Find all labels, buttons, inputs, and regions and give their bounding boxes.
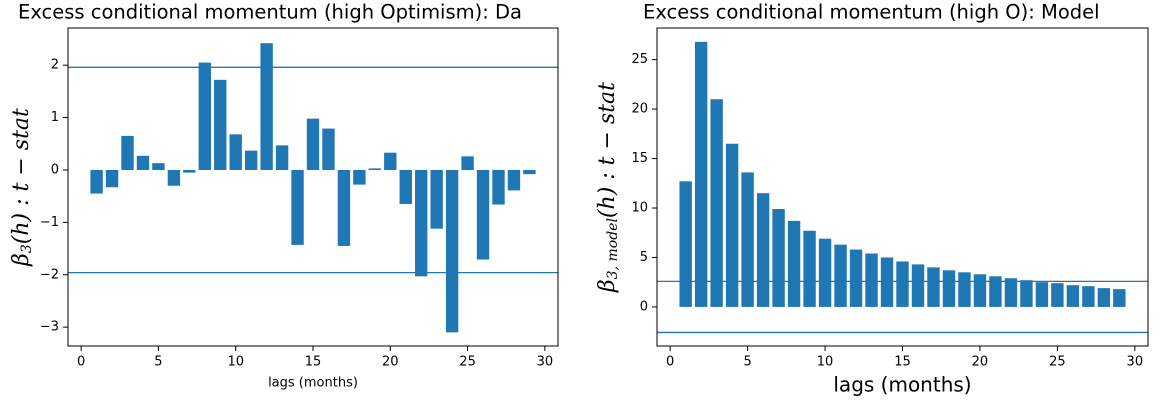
y-label-rest: (h) : t − stat (595, 82, 620, 218)
y-tick-label: 20 (631, 102, 648, 117)
y-tick-label: 25 (631, 52, 648, 67)
x-tick-label: 30 (1127, 355, 1144, 370)
bar (260, 43, 273, 170)
x-tick-label: 15 (305, 355, 322, 370)
bar (306, 118, 320, 170)
bar (896, 261, 909, 307)
x-tick-label: 0 (77, 355, 85, 370)
bar (152, 163, 165, 170)
bar (399, 169, 412, 205)
bar (911, 264, 925, 307)
bar (476, 169, 490, 260)
y-tick-label: 0 (640, 299, 648, 314)
x-tick-label: 25 (1049, 355, 1066, 370)
bar (415, 169, 428, 277)
bar (1082, 286, 1095, 307)
plot-area (657, 41, 1148, 334)
x-tick-label: 10 (227, 355, 244, 370)
bar (198, 62, 211, 170)
x-tick-label: 20 (382, 355, 399, 370)
bar (430, 169, 443, 229)
bar (865, 253, 878, 307)
y-axis-label: β3, model(h) : t − stat (595, 82, 621, 293)
x-tick-label: 5 (743, 355, 751, 370)
bar (942, 270, 956, 307)
bar (679, 181, 692, 307)
chart-title: Excess conditional momentum (high Optimi… (18, 1, 522, 24)
bar (694, 41, 708, 307)
bar (818, 238, 832, 307)
y-tick-label: 10 (631, 201, 648, 216)
bar (384, 152, 397, 170)
bar (445, 169, 459, 333)
chart-title: Excess conditional momentum (high O): Mo… (643, 1, 1100, 24)
bar (1020, 280, 1033, 307)
x-tick-label: 0 (666, 355, 674, 370)
bar (989, 276, 1002, 307)
bar (229, 134, 242, 170)
y-axis-label: β3(h) : t − stat (9, 108, 35, 267)
bar (322, 128, 335, 170)
y-tick-label: 5 (640, 250, 648, 265)
plot-area (68, 43, 558, 333)
bar (1051, 283, 1064, 307)
x-tick-label: 15 (894, 355, 911, 370)
bar (772, 209, 785, 307)
y-tick-label: −1 (40, 215, 59, 230)
x-axis-label: lags (months) (268, 376, 358, 391)
bar (849, 249, 863, 307)
bar (337, 169, 351, 246)
bar (787, 220, 801, 307)
bar (353, 169, 366, 185)
bar (275, 145, 289, 170)
bar (167, 169, 181, 186)
x-tick-label: 5 (154, 355, 162, 370)
bar (803, 230, 816, 307)
y-label-subscript: 3 (19, 244, 35, 253)
bar (523, 169, 536, 175)
bar (880, 257, 894, 307)
bar (1097, 288, 1111, 307)
y-tick-label: 15 (631, 151, 648, 166)
bar (121, 135, 134, 170)
bar (741, 172, 754, 307)
x-tick-label: 10 (817, 355, 834, 370)
x-tick-label: 30 (537, 355, 554, 370)
bar (368, 168, 382, 170)
bar (1113, 289, 1126, 307)
x-tick-label: 25 (459, 355, 476, 370)
x-tick-label: 20 (972, 355, 989, 370)
bar (291, 169, 304, 245)
y-label-subscript: 3, model (605, 218, 621, 279)
bar (834, 244, 847, 307)
bar (244, 150, 258, 170)
bar (183, 169, 196, 173)
bar (710, 99, 723, 307)
y-tick-label: −3 (40, 320, 59, 335)
bar (461, 156, 474, 170)
y-label-symbol: β (595, 279, 620, 293)
bar (214, 79, 227, 170)
y-label-symbol: β (9, 253, 34, 267)
bar (1035, 282, 1049, 307)
y-tick-label: 0 (51, 162, 59, 177)
bar (492, 169, 505, 205)
bar (927, 267, 940, 307)
y-tick-label: 1 (51, 110, 59, 125)
bar (756, 193, 770, 307)
y-tick-label: 2 (51, 58, 59, 73)
bar (958, 272, 971, 307)
bar (725, 143, 739, 307)
bar (507, 169, 521, 191)
x-axis-label: lags (months) (833, 373, 971, 397)
y-label-rest: (h) : t − stat (9, 108, 34, 244)
bar (105, 169, 119, 188)
bar (136, 155, 150, 170)
bar (90, 169, 103, 194)
bar (1066, 285, 1080, 307)
bar (973, 274, 987, 307)
bar (1004, 278, 1018, 307)
y-tick-label: −2 (40, 267, 59, 282)
